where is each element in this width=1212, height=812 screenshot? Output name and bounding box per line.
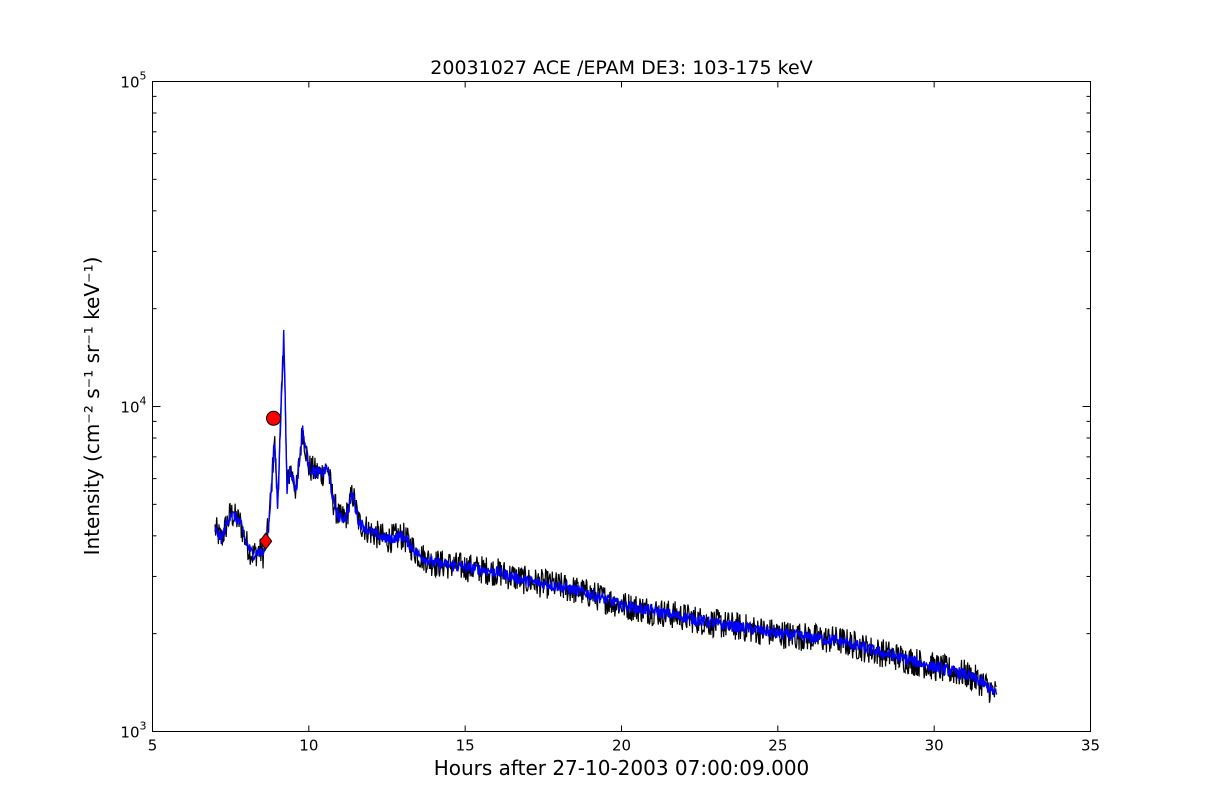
y-axis-label: Intensity (cm⁻² s⁻¹ sr⁻¹ keV⁻¹) bbox=[80, 257, 104, 556]
y-tick-label: 104 bbox=[120, 395, 146, 417]
plot-frame bbox=[152, 81, 1091, 732]
chart-title: 20031027 ACE /EPAM DE3: 103-175 keV bbox=[430, 57, 812, 79]
x-tick-label: 30 bbox=[925, 737, 944, 755]
x-tick-label: 20 bbox=[612, 737, 631, 755]
x-tick-label: 10 bbox=[299, 737, 318, 755]
y-tick-label: 105 bbox=[120, 70, 146, 92]
x-axis-label: Hours after 27-10-2003 07:00:09.000 bbox=[434, 756, 810, 780]
x-tick-label: 35 bbox=[1081, 737, 1100, 755]
series-layer bbox=[214, 329, 998, 703]
x-tick-label: 5 bbox=[148, 737, 158, 755]
x-tick-label: 15 bbox=[456, 737, 475, 755]
y-tick-label: 103 bbox=[120, 720, 146, 742]
x-axis-ticks: 5 10 15 20 25 30 35 bbox=[148, 81, 1100, 755]
x-tick-label: 25 bbox=[768, 737, 787, 755]
marker-diamond bbox=[259, 532, 273, 551]
marker-circle bbox=[266, 410, 282, 426]
series-line-2 bbox=[214, 329, 998, 695]
series-line-1 bbox=[214, 349, 997, 703]
y-axis-ticks: 103 104 105 bbox=[120, 70, 1091, 742]
marker-layer bbox=[259, 410, 282, 551]
